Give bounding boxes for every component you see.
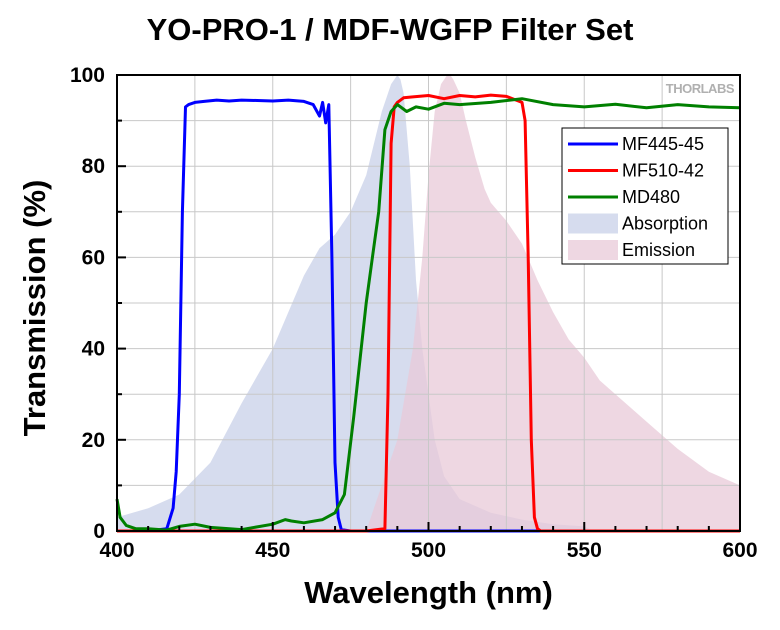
y-axis-title: Transmission (%)	[17, 180, 52, 437]
x-axis-title: Wavelength (nm)	[304, 575, 553, 610]
legend-swatch-emission	[568, 240, 618, 260]
legend-label-mf445-45: MF445-45	[622, 134, 704, 154]
y-tick-label: 60	[82, 246, 105, 269]
thorlabs-logo: THORLABS	[666, 81, 735, 96]
grid-layer	[117, 75, 740, 531]
legend-label-md480: MD480	[622, 187, 680, 207]
x-tick-label: 500	[411, 539, 446, 562]
legend-label-emission: Emission	[622, 240, 695, 260]
tick-layer: 400 450 500 550 600 0 20 40 60 80 100	[70, 64, 758, 562]
y-tick-label: 100	[70, 64, 105, 87]
legend-label-absorption: Absorption	[622, 214, 708, 234]
legend: MF445-45 MF510-42 MD480 Absorption Emission	[561, 127, 729, 265]
legend-swatch-absorption	[568, 213, 618, 234]
y-tick-label: 40	[82, 338, 105, 361]
x-tick-label: 450	[255, 539, 290, 562]
y-tick-label: 80	[82, 155, 105, 178]
x-tick-label: 550	[567, 539, 602, 562]
series-line-md480	[115, 97, 741, 532]
series-area-emission	[366, 75, 740, 531]
legend-label-mf510-42: MF510-42	[622, 161, 704, 181]
y-tick-label: 0	[93, 520, 105, 543]
chart-title: YO-PRO-1 / MDF-WGFP Filter Set	[146, 12, 634, 47]
y-tick-label: 20	[82, 429, 105, 452]
x-tick-label: 400	[99, 539, 134, 562]
x-tick-label: 600	[722, 539, 757, 562]
